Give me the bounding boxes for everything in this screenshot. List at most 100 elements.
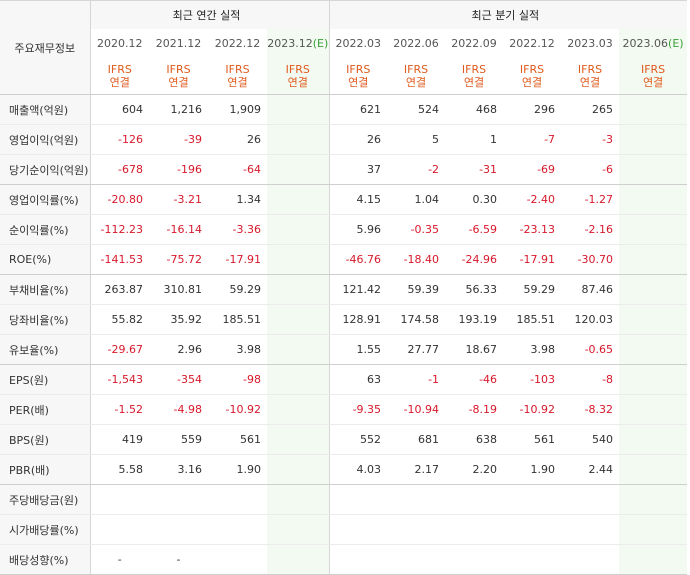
basis-scope: 연결 (463, 76, 485, 89)
table-cell: 2.17 (387, 454, 446, 485)
table-cell: 174.58 (387, 304, 446, 335)
table-cell (619, 484, 688, 515)
table-cell: 604 (90, 94, 149, 125)
table-cell: -2.16 (561, 214, 620, 245)
table-row: 배당성향(%) - - (0, 544, 688, 575)
table-cell (267, 124, 330, 155)
table-cell: -2 (387, 154, 446, 185)
table-cell (90, 514, 149, 545)
table-cell (387, 514, 446, 545)
table-cell (328, 514, 388, 545)
table-cell: -17.91 (503, 244, 562, 275)
table-cell: 310.81 (149, 274, 208, 305)
table-cell: 26 (328, 124, 388, 155)
basis-standard: IFRS (577, 63, 603, 76)
table-cell: 120.03 (561, 304, 620, 335)
period-date: 2022.06 (393, 37, 439, 50)
table-cell: 56.33 (445, 274, 504, 305)
row-label: 영업이익률(%) (0, 184, 91, 215)
table-cell: 1,216 (149, 94, 208, 125)
period-header: 2022.12 (503, 29, 562, 58)
table-cell (503, 544, 562, 575)
basis-standard: IFRS (107, 63, 132, 76)
table-row: PER(배) -1.52 -4.98 -10.92 -9.35 -10.94 -8.19 -1… (0, 394, 688, 425)
basis-header: IFRS 연결 (149, 58, 208, 95)
basis-header: IFRS 연결 (445, 58, 504, 95)
table-cell: 1.90 (208, 454, 267, 485)
basis-standard: IFRS (346, 63, 371, 76)
table-cell: 552 (328, 424, 388, 455)
basis-scope: 연결 (168, 76, 189, 89)
table-cell: 18.67 (445, 334, 504, 365)
table-cell: -1.27 (561, 184, 620, 215)
row-label: PBR(배) (0, 454, 91, 485)
table-cell: 559 (149, 424, 208, 455)
table-cell: 5 (387, 124, 446, 155)
table-row: BPS(원) 419 559 561 552 681 638 561 540 (0, 424, 688, 455)
table-cell (561, 544, 620, 575)
row-label: BPS(원) (0, 424, 91, 455)
table-cell: 5.58 (90, 454, 149, 485)
table-cell (267, 514, 330, 545)
period-header: 2020.12 (90, 29, 149, 58)
basis-scope: 연결 (109, 76, 130, 89)
table-cell: 3.98 (208, 334, 267, 365)
table-row: 시가배당률(%) (0, 514, 688, 545)
table-cell: -112.23 (90, 214, 149, 245)
basis-scope: 연결 (348, 76, 369, 89)
table-cell: 2.44 (561, 454, 620, 485)
table-cell: 468 (445, 94, 504, 125)
table-cell: -10.92 (503, 394, 562, 425)
table-cell (267, 184, 330, 215)
table-cell (208, 514, 267, 545)
table-cell: -4.98 (149, 394, 208, 425)
table-row: EPS(원) -1,543 -354 -98 63 -1 -46 -103 -8 (0, 364, 688, 395)
row-label: PER(배) (0, 394, 91, 425)
label-column-header: 주요재무정보 (0, 0, 91, 95)
table-cell: 3.98 (503, 334, 562, 365)
table-cell: -69 (503, 154, 562, 185)
row-label: 당기순이익(억원) (0, 154, 91, 185)
table-row: PBR(배) 5.58 3.16 1.90 4.03 2.17 2.20 1.90 2.44 (0, 454, 688, 485)
table-cell: -20.80 (90, 184, 149, 215)
table-cell: -196 (149, 154, 208, 185)
table-row: 주당배당금(원) (0, 484, 688, 515)
table-cell: 561 (208, 424, 267, 455)
table-cell: 59.29 (503, 274, 562, 305)
table-cell (619, 94, 688, 125)
table-cell: 1.34 (208, 184, 267, 215)
table-cell: -7 (503, 124, 562, 155)
table-cell (267, 244, 330, 275)
table-cell (267, 544, 330, 575)
table-cell: 0.30 (445, 184, 504, 215)
table-cell (328, 544, 388, 575)
table-cell (267, 394, 330, 425)
table-row: 영업이익률(%) -20.80 -3.21 1.34 4.15 1.04 0.30 -2.40… (0, 184, 688, 215)
period-date: 2022.03 (335, 37, 382, 50)
table-cell: -354 (149, 364, 208, 395)
table-row: 당기순이익(억원) -678 -196 -64 37 -2 -31 -69 -6 (0, 154, 688, 185)
table-cell (619, 244, 688, 275)
table-cell: 419 (90, 424, 149, 455)
table-cell: -1 (387, 364, 446, 395)
row-label: 부채비율(%) (0, 274, 91, 305)
table-cell: 87.46 (561, 274, 620, 305)
row-label: 매출액(억원) (0, 94, 91, 125)
basis-header: IFRS 연결 (267, 58, 330, 95)
row-label: 주당배당금(원) (0, 484, 91, 515)
table-cell: 621 (328, 94, 388, 125)
table-cell: -126 (90, 124, 149, 155)
row-label: 순이익률(%) (0, 214, 91, 245)
table-cell: 26 (208, 124, 267, 155)
table-cell: -3.36 (208, 214, 267, 245)
table-row: 유보율(%) -29.67 2.96 3.98 1.55 27.77 18.67 3.98 -0… (0, 334, 688, 365)
quarter-group-header: 최근 분기 실적 (328, 0, 688, 29)
table-cell (619, 424, 688, 455)
table-cell: 296 (503, 94, 562, 125)
row-label: 배당성향(%) (0, 544, 91, 575)
period-date: 2022.09 (451, 37, 497, 50)
table-cell: 128.91 (328, 304, 388, 335)
table-cell: -8.19 (445, 394, 504, 425)
table-cell: 561 (503, 424, 562, 455)
table-cell: 35.92 (149, 304, 208, 335)
